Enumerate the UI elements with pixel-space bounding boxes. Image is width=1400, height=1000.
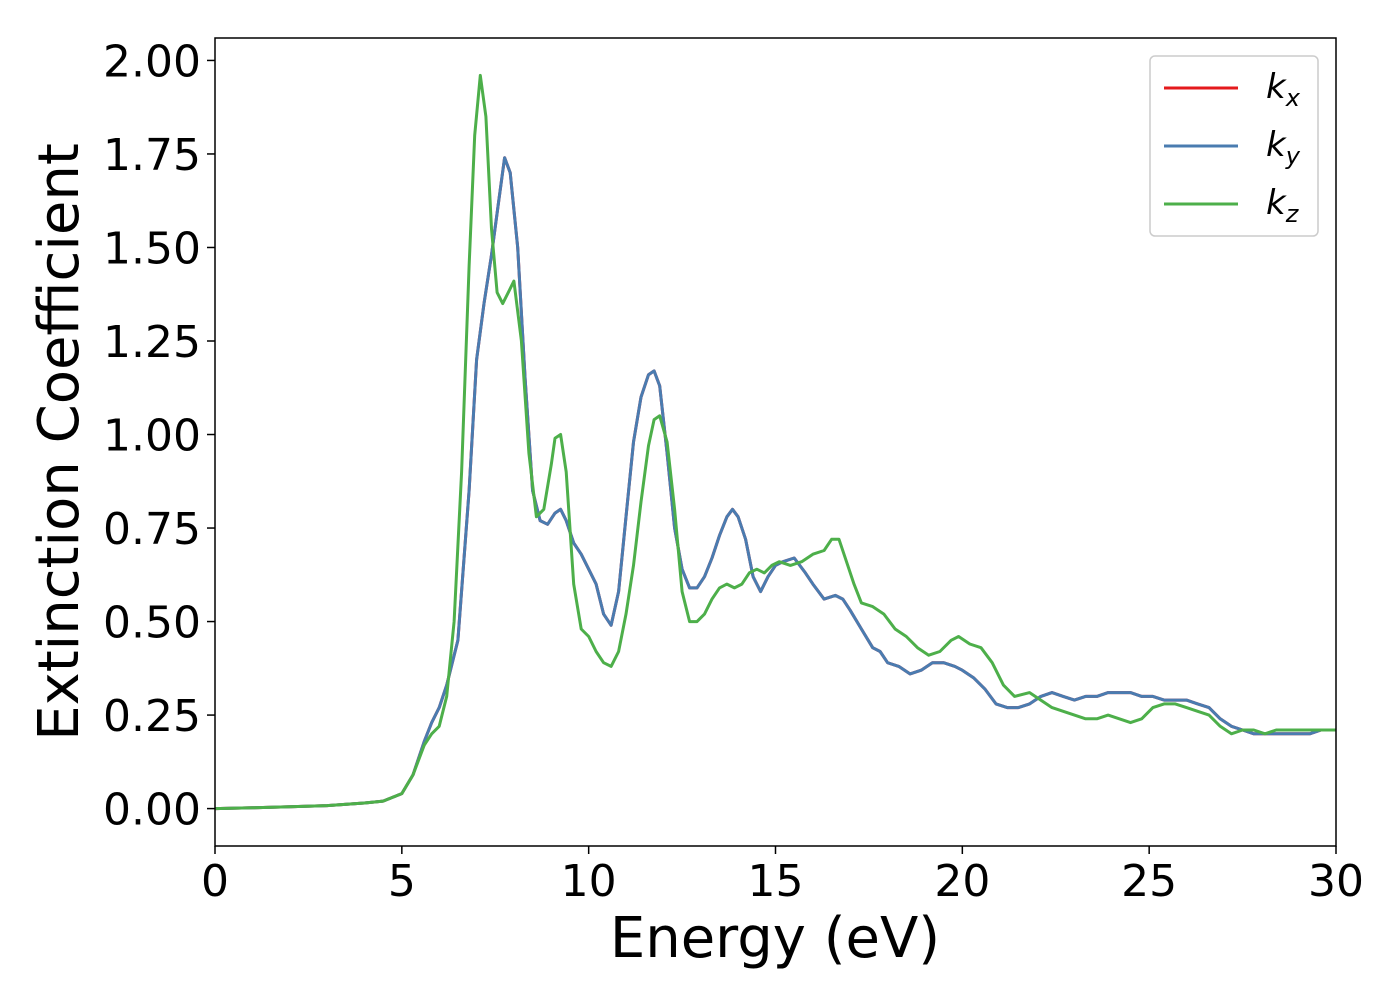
y-tick-label: 0.50	[103, 598, 201, 649]
series-layer	[215, 73, 1336, 811]
y-tick-label: 2.00	[103, 36, 201, 87]
x-axis-label: Energy (eV)	[610, 906, 940, 971]
y-tick-label: 1.25	[103, 317, 201, 368]
y-axis-ticks: 0.00 0.25 0.50 0.75 1.00 1.25 1.50 1.75 2.00	[103, 36, 215, 836]
x-tick-label: 25	[1121, 856, 1177, 907]
x-tick-label: 0	[201, 856, 229, 907]
y-tick-label: 1.00	[103, 411, 201, 462]
x-tick-label: 10	[561, 856, 617, 907]
x-tick-label: 5	[388, 856, 416, 907]
y-axis-label: Extinction Coefficient	[27, 143, 92, 741]
y-tick-label: 1.50	[103, 223, 201, 274]
x-tick-label: 20	[934, 856, 990, 907]
x-tick-label: 30	[1308, 856, 1364, 907]
y-tick-label: 1.75	[103, 130, 201, 181]
y-tick-label: 0.25	[103, 691, 201, 742]
y-tick-label: 0.75	[103, 504, 201, 555]
series-line-kz	[215, 73, 1336, 811]
x-tick-label: 15	[748, 856, 804, 907]
series-line-ky	[215, 156, 1336, 811]
x-axis-ticks: 0 5 10 15 20 25 30	[201, 846, 1364, 907]
y-tick-label: 0.00	[103, 785, 201, 836]
